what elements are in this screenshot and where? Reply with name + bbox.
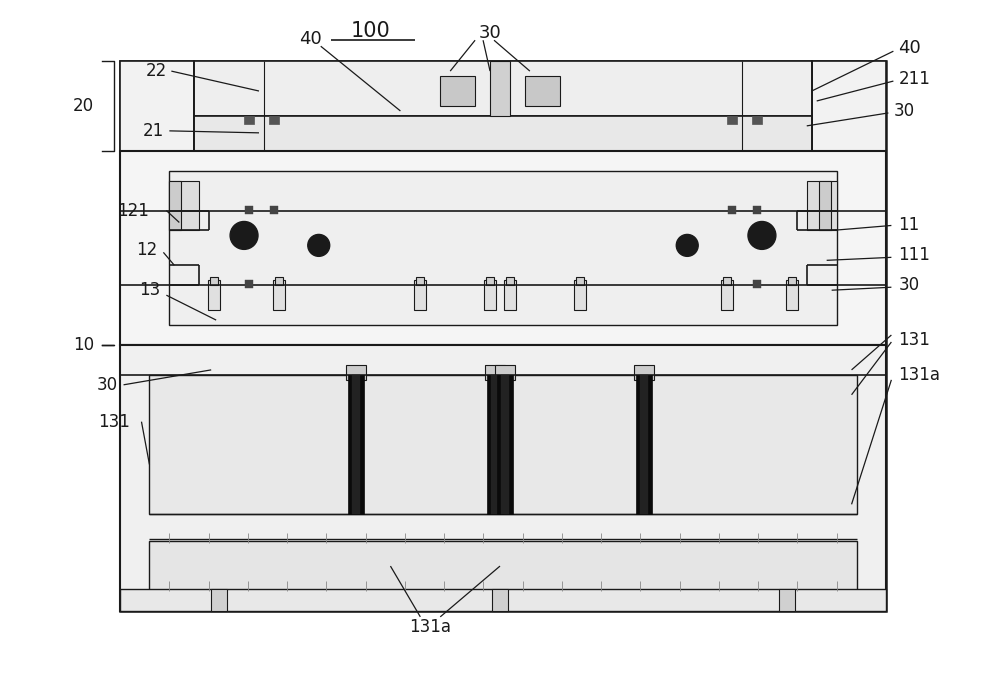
Text: 211: 211 (898, 70, 930, 88)
Bar (525, 76, 560, 106)
Bar (210, 277, 218, 285)
Bar (194, 61, 812, 116)
Bar (414, 280, 426, 310)
Text: 11: 11 (898, 216, 920, 235)
Bar (486, 277, 494, 285)
Text: 30: 30 (893, 102, 915, 120)
Bar (273, 280, 285, 310)
Bar (120, 61, 194, 151)
Bar (244, 116, 254, 124)
Bar (120, 151, 886, 345)
Text: 131: 131 (898, 331, 930, 349)
Bar (753, 280, 761, 288)
Text: 30: 30 (97, 376, 118, 394)
Bar (487, 375, 503, 514)
Text: 13: 13 (139, 282, 160, 299)
Text: 30: 30 (898, 276, 919, 294)
Text: 131: 131 (98, 413, 130, 430)
Bar (484, 280, 496, 310)
Bar (492, 589, 508, 611)
Bar (169, 171, 837, 325)
Text: 121: 121 (118, 201, 149, 220)
Bar (270, 205, 278, 214)
Bar (348, 375, 364, 514)
Text: 12: 12 (136, 241, 157, 259)
Text: 40: 40 (898, 39, 921, 57)
Bar (269, 116, 279, 124)
Bar (169, 181, 181, 231)
Bar (120, 589, 886, 611)
Bar (752, 116, 762, 124)
Bar (786, 280, 798, 310)
Bar (753, 205, 761, 214)
Bar (211, 589, 227, 611)
Bar (416, 277, 424, 285)
Bar (275, 277, 283, 285)
Bar (807, 181, 837, 231)
Bar (194, 116, 812, 151)
Text: 100: 100 (351, 21, 390, 41)
Bar (812, 61, 886, 151)
Bar (495, 365, 515, 380)
Bar (721, 280, 733, 310)
Bar (636, 375, 652, 514)
Bar (723, 277, 731, 285)
Bar (346, 365, 366, 380)
Text: 131a: 131a (898, 366, 940, 384)
Text: 30: 30 (479, 24, 501, 42)
Bar (491, 375, 499, 514)
Bar (779, 589, 795, 611)
Bar (149, 541, 857, 591)
Bar (120, 61, 886, 611)
Bar (506, 277, 514, 285)
Bar (576, 277, 584, 285)
Bar (728, 205, 736, 214)
Bar (245, 280, 253, 288)
Bar (634, 365, 654, 380)
Circle shape (308, 235, 330, 256)
Text: 40: 40 (299, 30, 322, 48)
Bar (788, 277, 796, 285)
Circle shape (748, 222, 776, 250)
Bar (120, 345, 886, 611)
Circle shape (676, 235, 698, 256)
Bar (574, 280, 586, 310)
Text: 10: 10 (73, 336, 94, 354)
Bar (169, 181, 199, 231)
Bar (485, 365, 505, 380)
Bar (504, 280, 516, 310)
Bar (490, 61, 510, 116)
Text: 111: 111 (898, 246, 930, 265)
Bar (497, 375, 513, 514)
Bar (208, 280, 220, 310)
Bar (640, 375, 648, 514)
Circle shape (230, 222, 258, 250)
Bar (149, 375, 857, 514)
Bar (819, 181, 831, 231)
Text: 20: 20 (73, 97, 94, 115)
Text: 22: 22 (146, 62, 167, 80)
Text: 21: 21 (143, 122, 164, 140)
Bar (727, 116, 737, 124)
Bar (352, 375, 360, 514)
Text: 131a: 131a (409, 618, 451, 636)
Bar (440, 76, 475, 106)
Bar (245, 205, 253, 214)
Bar (501, 375, 509, 514)
